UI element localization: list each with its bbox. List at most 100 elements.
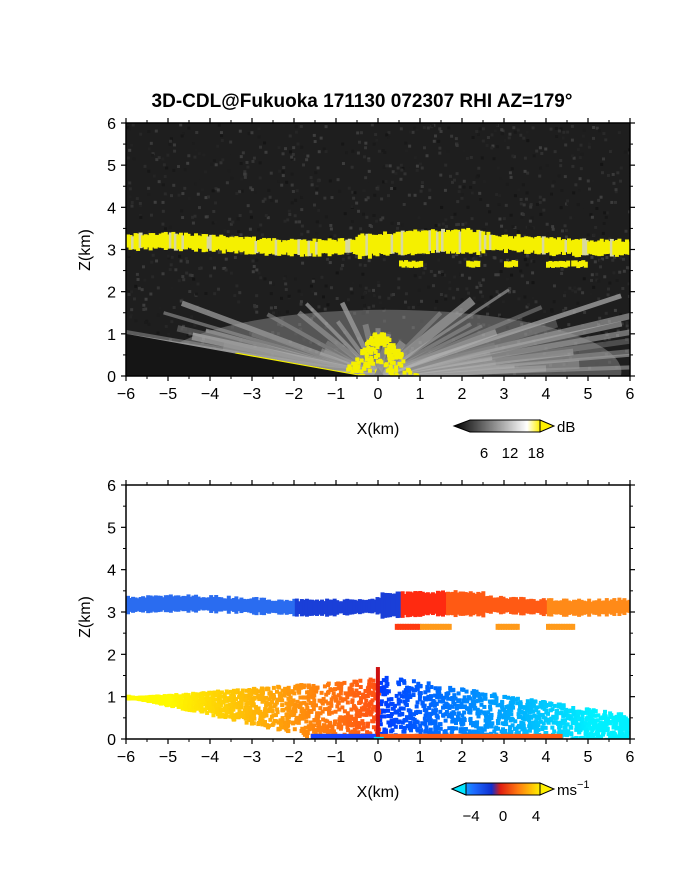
noise-cell — [329, 286, 333, 290]
cone-cell — [394, 355, 399, 360]
velocity-cell — [286, 689, 291, 694]
noise-cell — [495, 123, 499, 127]
velocity-cell — [367, 710, 372, 715]
velocity-cell — [304, 734, 309, 739]
noise-cell — [471, 256, 475, 260]
velocity-cell — [307, 690, 312, 695]
noise-cell — [326, 257, 330, 261]
velocity-cell — [187, 707, 192, 712]
velocity-cell — [420, 591, 425, 616]
velocity-cell — [559, 710, 564, 715]
noise-cell — [535, 372, 539, 376]
velocity-cell — [252, 710, 257, 715]
velocity-cell — [443, 733, 448, 739]
velocity-cell — [433, 725, 438, 730]
velocity-cell — [361, 733, 366, 739]
noise-cell — [258, 176, 262, 180]
velocity-cell — [432, 711, 437, 716]
noise-cell — [152, 174, 156, 178]
velocity-cell — [321, 697, 326, 702]
noise-cell — [305, 158, 309, 162]
velocity-cell — [226, 704, 231, 709]
noise-cell — [193, 155, 197, 159]
velocity-cell — [372, 715, 377, 720]
velocity-cell — [433, 686, 438, 691]
velocity-cell — [292, 691, 297, 696]
noise-cell — [280, 183, 284, 187]
noise-cell — [404, 300, 408, 304]
velocity-cell — [322, 684, 327, 689]
noise-cell — [625, 266, 629, 270]
velocity-cell — [382, 729, 387, 734]
velocity-cell — [489, 724, 494, 729]
noise-cell — [555, 134, 559, 138]
velocity-cell — [436, 726, 441, 731]
noise-cell — [315, 185, 319, 189]
velocity-cell — [322, 601, 327, 615]
velocity-cell — [527, 721, 532, 726]
cloud-cell — [282, 240, 287, 255]
velocity-cell — [283, 722, 288, 727]
velocity-cell — [310, 733, 315, 739]
noise-cell — [460, 273, 464, 277]
velocity-cell — [471, 700, 476, 705]
noise-cell — [287, 294, 291, 298]
velocity-cell — [217, 697, 222, 702]
noise-cell — [490, 146, 494, 150]
secondary-cell — [558, 260, 563, 267]
velocity-cell — [554, 709, 559, 714]
noise-cell — [538, 195, 542, 199]
velocity-cell — [583, 737, 588, 739]
noise-cell — [241, 151, 245, 155]
velocity-cell — [401, 706, 406, 711]
colorbar-tick: −4 — [462, 808, 479, 825]
noise-cell — [147, 129, 151, 133]
velocity-cell — [357, 714, 362, 719]
velocity-cell — [502, 712, 507, 717]
noise-cell — [482, 163, 486, 167]
noise-cell — [481, 139, 485, 143]
noise-cell — [513, 130, 517, 134]
velocity-cell — [486, 595, 491, 614]
noise-cell — [417, 288, 421, 292]
velocity-cell — [421, 721, 426, 726]
noise-cell — [318, 224, 322, 228]
secondary-cell — [546, 261, 550, 268]
noise-cell — [172, 183, 176, 187]
noise-cell — [586, 179, 590, 183]
noise-cell — [245, 160, 249, 164]
velocity-cell — [517, 708, 522, 713]
velocity-cell — [304, 710, 309, 715]
velocity-cell — [274, 600, 279, 614]
noise-cell — [612, 271, 616, 275]
velocity-cell — [552, 729, 557, 734]
velocity-cell — [326, 681, 331, 686]
velocity-cell — [619, 728, 624, 733]
noise-cell — [312, 203, 316, 207]
cloud-cell — [297, 239, 302, 256]
velocity-cell — [214, 703, 219, 708]
noise-cell — [561, 136, 565, 140]
velocity-cell — [161, 597, 166, 611]
velocity-cell — [400, 712, 405, 717]
x-axis-label: X(km) — [357, 421, 400, 438]
velocity-cell — [522, 712, 527, 717]
velocity-cell — [281, 708, 286, 713]
velocity-cell — [577, 709, 582, 714]
noise-cell — [187, 154, 191, 158]
velocity-cell — [287, 600, 292, 615]
noise-cell — [477, 322, 481, 326]
cone-cell — [370, 338, 375, 343]
cloud-cell — [141, 235, 146, 248]
velocity-cell — [306, 685, 311, 690]
noise-cell — [314, 292, 318, 296]
velocity-cell — [335, 704, 340, 709]
velocity-cell — [435, 688, 440, 693]
velocity-cell — [272, 718, 277, 723]
velocity-cell — [405, 591, 410, 618]
velocity-cell — [471, 729, 476, 734]
noise-cell — [523, 295, 527, 299]
velocity-cell — [521, 722, 526, 727]
velocity-cell — [362, 600, 367, 613]
velocity-cell — [230, 692, 235, 697]
